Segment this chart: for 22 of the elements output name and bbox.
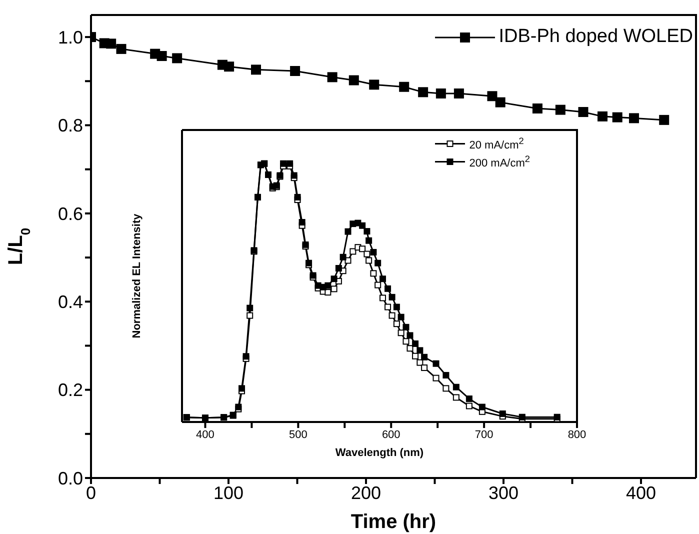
legend-label: 200 mA/cm$^{2}$ [469,154,530,170]
legend-label: IDB-Ph doped WOLED [498,26,693,48]
y-tick-label: 0.8 [58,116,83,136]
x-tick-label: 0 [86,482,96,503]
x-axis-title: Time (hr) [350,511,436,533]
y-tick-label: 0.4 [58,292,83,312]
y-tick-label: 0.6 [58,204,83,224]
y-axis-title: Normalized EL Intensity [131,212,143,338]
x-tick-label: 100 [213,482,244,503]
y-tick-label: 0.2 [58,380,83,400]
x-tick-label: 700 [474,428,494,441]
x-tick-label: 400 [626,482,656,503]
x-tick-label: 600 [382,428,400,441]
x-tick-label: 400 [196,428,214,441]
y-tick-label: 1.0 [58,27,83,48]
x-tick-label: 200 [350,482,382,503]
x-axis-title: Wavelength (nm) [335,447,424,459]
x-tick-label: 500 [288,428,308,441]
x-tick-label: 800 [568,428,586,441]
legend-label: 20 mA/cm$^{2}$ [469,136,524,152]
x-tick-label: 300 [488,482,519,503]
y-tick-label: 0.0 [58,468,83,488]
